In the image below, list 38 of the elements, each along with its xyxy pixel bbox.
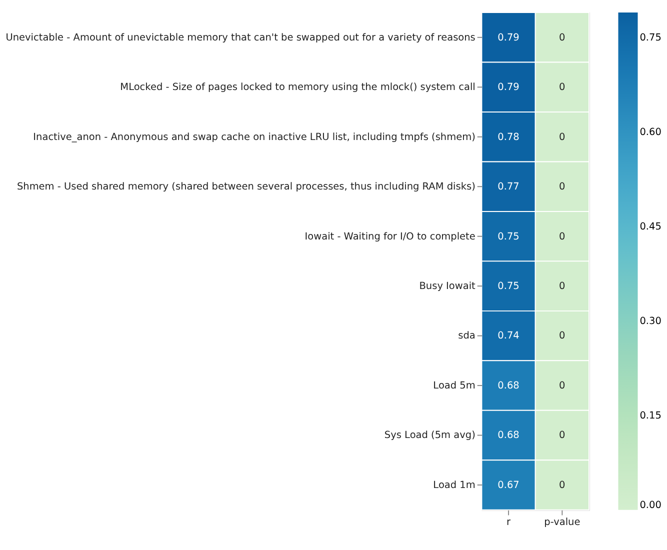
y-tick-label: Inactive_anon - Anonymous and swap cache on inactive LRU list, including tmpfs (shmem) [33,132,476,143]
y-tick-label: Unevictable - Amount of unevictable memory that can't be swapped out for a variety of reasons [6,32,476,44]
data-label: 0.75 [498,231,520,242]
data-label: 0 [559,32,566,44]
data-label: 0 [559,82,566,94]
data-label: 0 [559,380,566,392]
color-bar-label: 0.15 [640,410,662,422]
data-label: 0 [559,280,566,292]
data-label: 0.79 [498,82,520,94]
data-label: 0.67 [498,480,520,491]
data-label: 0 [559,430,566,442]
color-bar-label: 0.00 [640,500,662,511]
data-label: 0 [559,480,566,491]
x-tick-label: r [506,516,512,528]
color-bar-label: 0.45 [640,222,662,232]
data-label: 0.68 [498,380,520,392]
data-label: 0 [559,182,566,193]
data-label: 0.78 [498,132,520,143]
data-label: 0.75 [498,280,520,292]
x-tick-label: p-value [544,516,580,528]
y-tick-label: Busy Iowait [419,280,476,292]
data-label: 0.74 [498,330,520,342]
y-tick-label: MLocked - Size of pages locked to memory using the mlock() system call [120,82,476,94]
y-tick-label: Iowait - Waiting for I/O to complete [304,231,476,242]
y-tick-label: Shmem - Used shared memory (shared between several processes, thus including RAM disks) [16,182,476,193]
data-label: 0.68 [498,430,520,442]
color-bar-label: 0.75 [640,32,662,44]
data-label: 0 [559,132,566,143]
y-tick-label: Load 5m [433,380,476,392]
color-bar-label: 0.30 [640,316,662,327]
color-bar-label: 0.60 [640,127,662,138]
y-tick-label: Load 1m [433,480,476,491]
data-label: 0 [559,330,566,342]
data-label: 0 [559,231,566,242]
data-label: 0.79 [498,32,520,44]
data-label: 0.77 [498,182,520,193]
y-tick-label: sda [458,330,476,342]
y-tick-label: Sys Load (5m avg) [384,430,476,442]
